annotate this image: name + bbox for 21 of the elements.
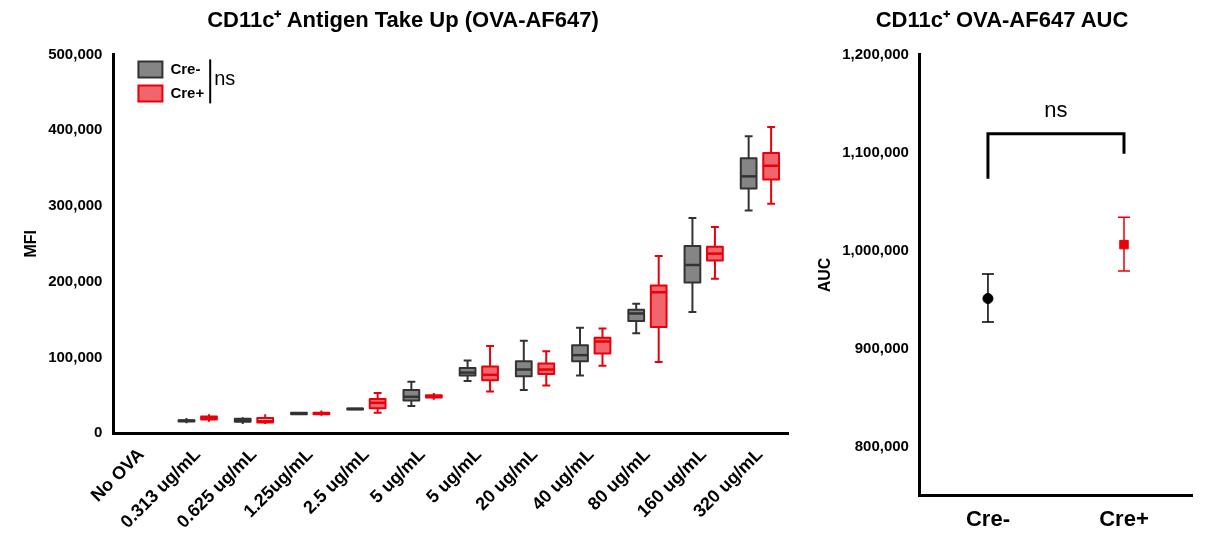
y-tick-label: 1,000,000 — [842, 240, 909, 258]
chart-title: CD11c⁺ OVA-AF647 AUC — [875, 7, 1129, 33]
y-tick-label: 100,000 — [48, 347, 103, 365]
annotation: ns — [1044, 96, 1068, 122]
legend-label: Cre- — [170, 59, 201, 77]
legend-label: Cre+ — [170, 83, 205, 101]
annotation: ns — [214, 66, 236, 89]
y-tick-label: 800,000 — [854, 436, 909, 454]
y-tick-label: 1,100,000 — [842, 142, 909, 160]
y-tick-label: 900,000 — [854, 338, 909, 356]
y-tick-label: 300,000 — [48, 196, 103, 214]
y-tick-label: 500,000 — [48, 44, 103, 62]
x-tick-label: Cre+ — [1099, 505, 1149, 531]
chart-title: CD11c⁺ Antigen Take Up (OVA-AF647) — [207, 7, 599, 33]
y-tick-label: 0 — [94, 423, 103, 441]
y-axis-title: AUC — [816, 257, 834, 293]
x-tick-label: Cre- — [965, 505, 1010, 531]
y-tick-label: 400,000 — [48, 120, 103, 138]
y-tick-label: 200,000 — [48, 271, 103, 289]
y-axis-title: MFI — [22, 230, 40, 258]
y-tick-label: 1,200,000 — [842, 44, 909, 62]
